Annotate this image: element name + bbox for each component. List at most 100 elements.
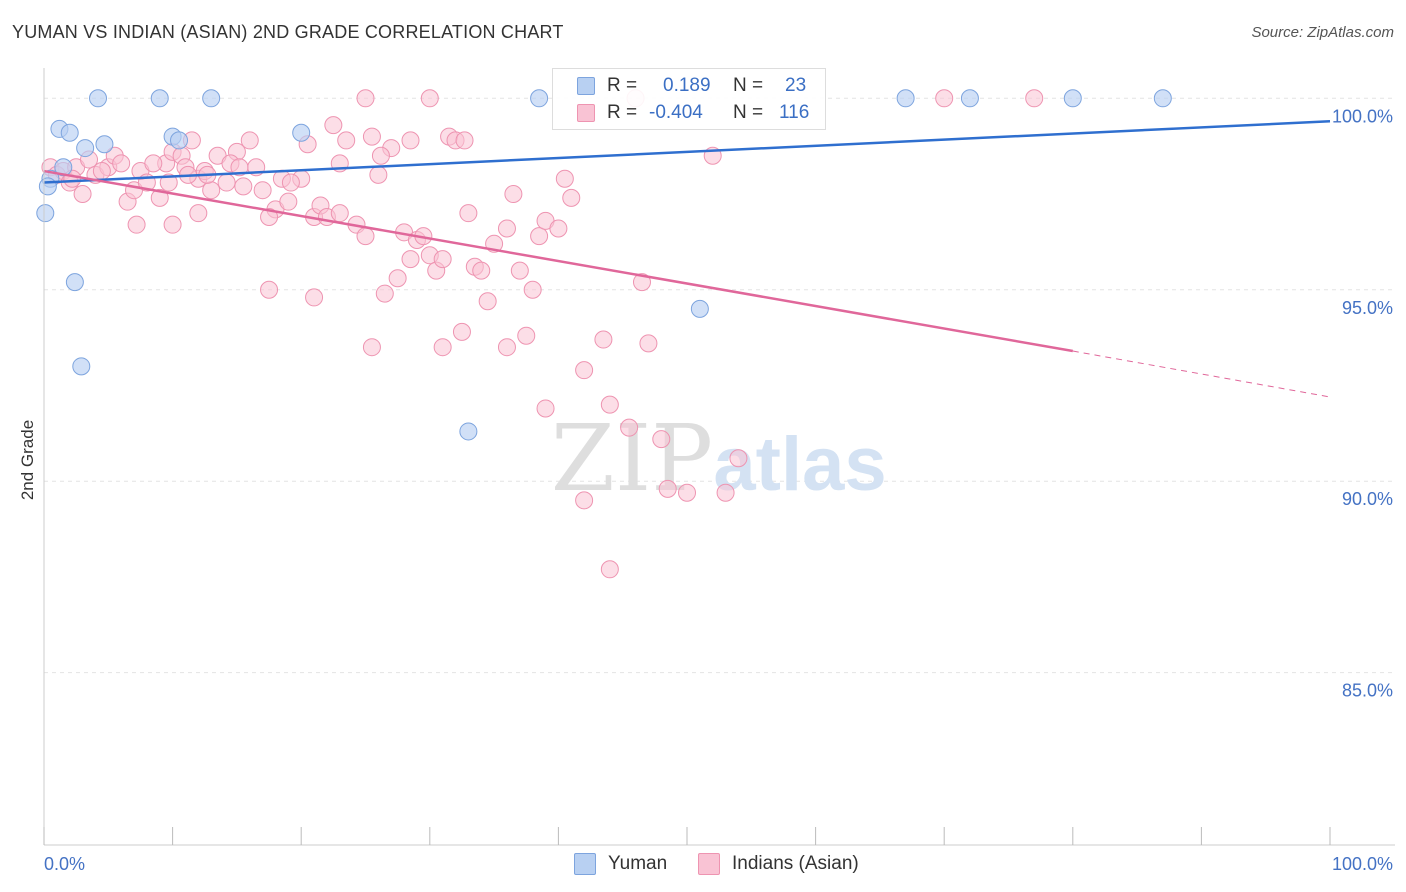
indian-swatch	[698, 853, 720, 875]
indian-point	[497, 338, 516, 357]
bottom-legend-yuman-label: Yuman	[608, 853, 668, 874]
indian-point	[632, 273, 651, 292]
indian-point	[159, 173, 178, 192]
indian-point	[459, 204, 478, 223]
trend-layer	[43, 120, 1331, 398]
indian-point	[530, 227, 549, 246]
indian-point	[401, 131, 420, 150]
yuman-trend-line	[43, 120, 1331, 184]
indian-point	[401, 250, 420, 269]
indian-point	[504, 185, 523, 204]
indian-point	[478, 292, 497, 311]
indian-point	[433, 338, 452, 357]
yuman-point	[38, 177, 57, 196]
indian-point	[455, 131, 474, 150]
indian-point	[935, 89, 954, 108]
indian-trend-extension	[1072, 350, 1331, 398]
yuman-point	[95, 135, 114, 154]
indian-swatch	[577, 104, 595, 122]
yuman-point	[76, 139, 95, 158]
indian-point	[555, 169, 574, 188]
indian-point	[234, 177, 253, 196]
legend-n-value: 23	[785, 75, 807, 96]
indian-point	[575, 491, 594, 510]
indian-point	[362, 338, 381, 357]
x-tick-label: 100.0%	[1332, 854, 1393, 874]
indian-point	[517, 326, 536, 345]
yuman-point	[690, 299, 709, 318]
indian-point	[144, 154, 163, 173]
indian-point	[375, 284, 394, 303]
axis-layer: 100.0% 95.0% 90.0% 85.0% 0.0% 100.0%	[43, 68, 1395, 874]
indian-point	[369, 165, 388, 184]
indian-point	[240, 131, 259, 150]
chart-source: Source: ZipAtlas.com	[1251, 24, 1394, 41]
indian-point	[620, 418, 639, 437]
indian-point	[112, 154, 131, 173]
indian-point	[600, 560, 619, 579]
yuman-points	[36, 89, 1172, 441]
chart-title: YUMAN VS INDIAN (ASIAN) 2ND GRADE CORREL…	[12, 22, 564, 42]
indian-point	[305, 288, 324, 307]
indian-point	[729, 449, 748, 468]
indian-point	[189, 204, 208, 223]
indian-point	[217, 173, 236, 192]
indian-point	[594, 330, 613, 349]
yuman-point	[60, 123, 79, 142]
legend-n-label: N =	[733, 75, 764, 96]
indian-point	[472, 261, 491, 280]
indian-point	[652, 430, 671, 449]
indian-point	[330, 204, 349, 223]
yuman-swatch	[574, 853, 596, 875]
indian-point	[202, 181, 221, 200]
legend-n-value: 116	[779, 102, 810, 123]
legend-r-value: -0.404	[649, 102, 703, 123]
indian-point	[600, 395, 619, 414]
legend: R = 0.189 N = 23 R = -0.404 N = 116	[552, 68, 826, 130]
indian-point	[562, 188, 581, 207]
yuman-point	[530, 89, 549, 108]
yuman-point	[459, 422, 478, 441]
yuman-point	[54, 158, 73, 177]
indian-point	[253, 181, 272, 200]
indian-point	[73, 185, 92, 204]
indian-point	[452, 322, 471, 341]
indian-trend-line	[43, 169, 1074, 353]
legend-r-value: 0.189	[663, 75, 711, 96]
yuman-swatch	[577, 77, 595, 95]
bottom-legend-yuman: Yuman	[574, 851, 667, 877]
yuman-point	[960, 89, 979, 108]
indian-point	[639, 334, 658, 353]
indian-point	[388, 269, 407, 288]
bottom-legend-indian-label: Indians (Asian)	[732, 853, 859, 874]
indian-point	[433, 250, 452, 269]
y-tick-label: 95.0%	[1342, 298, 1393, 318]
indian-point	[523, 280, 542, 299]
yuman-point	[170, 131, 189, 150]
indian-point	[356, 227, 375, 246]
yuman-point	[89, 89, 108, 108]
indian-point	[281, 173, 300, 192]
indian-point	[337, 131, 356, 150]
legend-row-indian: R = -0.404 N = 116	[577, 100, 809, 126]
yuman-point	[65, 273, 84, 292]
yuman-point	[150, 89, 169, 108]
indian-point	[658, 479, 677, 498]
legend-row-yuman: R = 0.189 N = 23	[577, 73, 806, 99]
indian-point	[127, 215, 146, 234]
yuman-point	[1063, 89, 1082, 108]
indian-point	[356, 89, 375, 108]
legend-n-label: N =	[733, 102, 764, 123]
indian-point	[1025, 89, 1044, 108]
yuman-point	[72, 357, 91, 376]
y-tick-label: 85.0%	[1342, 681, 1393, 701]
y-tick-label: 90.0%	[1342, 489, 1393, 509]
x-tick-label: 0.0%	[44, 854, 85, 874]
indian-point	[260, 208, 279, 226]
indian-point	[716, 483, 735, 502]
indian-point	[678, 483, 696, 502]
y-tick-label: 100.0%	[1332, 106, 1393, 126]
yuman-point	[896, 89, 915, 108]
indian-point	[150, 188, 169, 207]
